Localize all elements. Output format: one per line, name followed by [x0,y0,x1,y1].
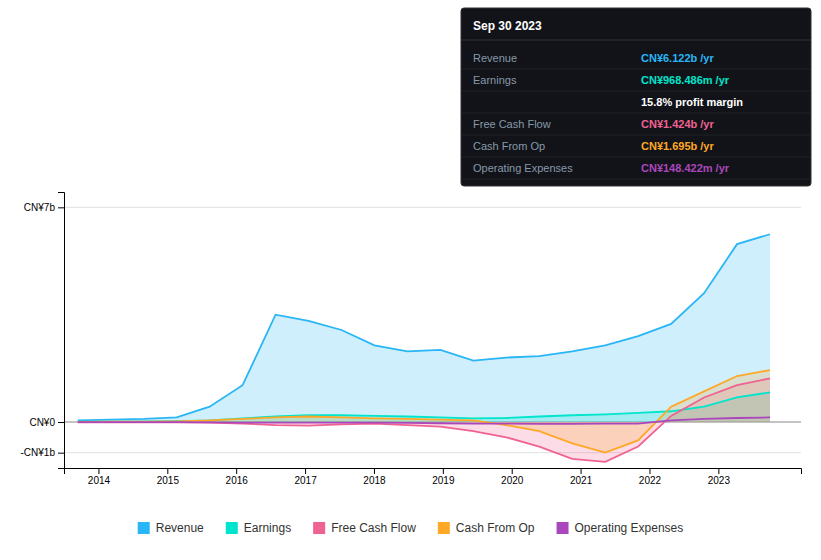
tick-label: 2019 [432,475,455,486]
grid [64,207,801,452]
tick: 2019 [432,468,455,486]
tick: 2016 [226,468,249,486]
tick-label: CN¥0 [29,417,55,428]
tick: CN¥0 [29,417,64,428]
annotation: Sep 30 2023 Revenue CN¥6.122b /yr Earnings C… [461,8,811,186]
plot-area [78,234,770,462]
legend-item: Free Cash Flow [313,521,416,535]
tick: 2022 [639,468,662,486]
tick-mark [374,468,375,474]
annotation-label: Free Cash Flow [473,118,551,130]
legend-swatch [226,522,238,534]
tick-label: 2015 [157,475,180,486]
tick: 2018 [363,468,386,486]
tick-label: CN¥7b [24,202,56,213]
legend-swatch [138,522,150,534]
legend-label: Revenue [156,521,204,535]
legend-label: Operating Expenses [575,521,684,535]
series-area [78,234,770,422]
series-line [78,392,770,421]
series-line [78,370,770,453]
tick-mark [58,207,64,208]
legend-swatch [313,522,325,534]
divider [461,69,811,70]
tick-mark [649,468,650,474]
tick-label: 2020 [501,475,524,486]
annotation-label: Operating Expenses [473,162,573,174]
divider [461,135,811,136]
tick-label: 2018 [363,475,386,486]
tick-mark [58,422,64,423]
divider [461,157,811,158]
divider [461,179,811,180]
legend-label: Free Cash Flow [331,521,416,535]
tick: 2020 [501,468,524,486]
tick: 2015 [157,468,180,486]
annotation-value: CN¥1.424b /yr [641,118,714,130]
y-axis: CN¥7b CN¥0 -CN¥1b [21,193,65,469]
annotation-value: 15.8% profit margin [641,96,743,108]
tick-label: 2022 [639,475,662,486]
annotation-label: Revenue [473,52,517,64]
tick-mark [58,453,64,454]
annotation-box [461,8,811,186]
tick: CN¥7b [24,202,64,213]
legend-item: Cash From Op [438,521,535,535]
tick-label: -CN¥1b [21,447,56,458]
tick-mark [581,468,582,474]
annotation-title: Sep 30 2023 [473,19,542,33]
tick-mark [443,468,444,474]
tick-mark [305,468,306,474]
divider [461,40,811,41]
tick-mark [236,468,237,474]
annotation-value: CN¥968.486m /yr [641,74,730,86]
x-axis: 2014 2015 2016 2017 2018 2019 2020 2021 2022 2023 [65,468,802,486]
tick-mark [718,468,719,474]
annotation-value: CN¥148.422m /yr [641,162,730,174]
divider [461,113,811,114]
annotation-label: Earnings [473,74,517,86]
tick: 2021 [570,468,593,486]
legend-item: Operating Expenses [557,521,684,535]
tick-mark [167,468,168,474]
legend-item: Earnings [226,521,291,535]
legend-swatch [557,522,569,534]
tick: 2017 [294,468,317,486]
tick-mark [98,468,99,474]
legend: Revenue Earnings Free Cash Flow Cash From O… [138,521,684,535]
chart: CN¥7bCN¥0-CN¥1b2014201520162017201820192… [0,0,821,560]
series-line [78,234,770,420]
legend-label: Earnings [244,521,291,535]
legend-swatch [438,522,450,534]
annotation-label: Cash From Op [473,140,545,152]
tick-label: 2014 [88,475,111,486]
tick-mark [512,468,513,474]
tick: 2023 [708,468,731,486]
axis-line [58,193,65,469]
grid-line [64,207,801,208]
divider [461,91,811,92]
annotation-value: CN¥1.695b /yr [641,140,714,152]
annotation-value: CN¥6.122b /yr [641,52,714,64]
tick: 2014 [88,468,111,486]
legend-label: Cash From Op [456,521,535,535]
series-area [78,370,770,453]
tick-label: 2016 [226,475,249,486]
tick-label: 2021 [570,475,593,486]
grid-line [64,452,801,453]
axis-line [65,469,802,475]
tick-label: 2023 [708,475,731,486]
series-line [78,417,770,423]
legend-item: Revenue [138,521,204,535]
tick: -CN¥1b [21,447,64,458]
tick-label: 2017 [294,475,317,486]
